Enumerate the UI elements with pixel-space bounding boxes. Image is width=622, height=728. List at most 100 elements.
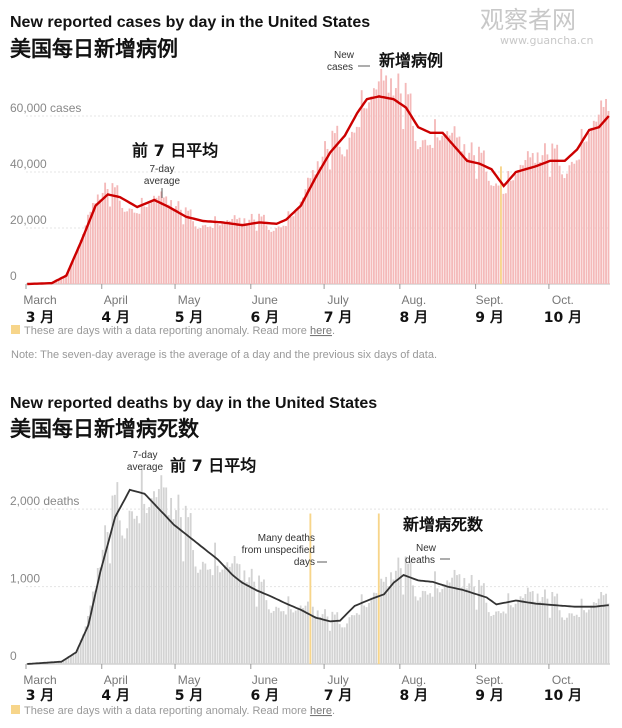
deaths-daily-bar	[245, 582, 248, 664]
cases-daily-bar	[165, 196, 168, 284]
deaths-daily-bar	[578, 617, 581, 664]
deaths-daily-bar	[67, 656, 70, 664]
deaths-daily-bar	[238, 564, 241, 664]
deaths-daily-bar	[407, 563, 410, 664]
deaths-daily-bar	[434, 571, 436, 664]
deaths-daily-bar	[155, 497, 158, 664]
deaths-daily-bar	[358, 614, 361, 664]
cases-daily-bar	[548, 176, 551, 284]
cases-x-tick-label: Aug.	[402, 293, 427, 307]
cases-chart: New reported cases by day in the United …	[10, 14, 610, 361]
deaths-daily-bar	[148, 507, 151, 664]
deaths-daily-bar	[143, 503, 146, 664]
deaths-daily-bar	[253, 581, 256, 664]
cases-daily-bar	[434, 119, 436, 284]
deaths-daily-bar	[175, 510, 177, 664]
cases-daily-bar	[375, 89, 378, 285]
deaths-new-label-cn: 新增病死数	[403, 515, 484, 534]
cases-daily-bar	[456, 137, 458, 284]
cases-daily-bar	[316, 161, 319, 284]
deaths-daily-bar	[563, 619, 566, 664]
deaths-daily-bar	[375, 593, 378, 664]
deaths-daily-bar	[333, 614, 336, 664]
cases-x-tick-label: Sept.	[476, 293, 504, 307]
deaths-daily-bar	[468, 583, 471, 664]
deaths-daily-bar	[84, 626, 87, 664]
deaths-daily-bar	[304, 605, 307, 664]
deaths-daily-bar	[292, 612, 295, 664]
deaths-daily-bar	[170, 497, 173, 664]
cases-daily-bar	[113, 187, 116, 284]
cases-daily-bar	[487, 180, 490, 284]
cases-x-tick-label-cn: 8 月	[400, 310, 429, 326]
deaths-daily-bar	[326, 616, 329, 664]
deaths-daily-bar	[55, 662, 58, 664]
deaths-anomaly-legend: These are days with a data reporting ano…	[11, 705, 335, 717]
cases-daily-bar	[490, 185, 493, 284]
cases-daily-bar	[145, 207, 148, 284]
deaths-daily-bar	[343, 627, 346, 664]
cases-x-tick-label-cn: 3 月	[26, 310, 55, 326]
cases-daily-bar	[426, 145, 429, 284]
deaths-daily-bar	[522, 597, 524, 664]
cases-daily-bar	[360, 90, 363, 284]
deaths-daily-bar	[399, 568, 402, 664]
cases-daily-bar	[583, 142, 585, 284]
deaths-x-tick-label-cn: 10 月	[544, 688, 582, 704]
cases-daily-bar	[546, 154, 549, 284]
deaths-chart-title: New reported deaths by day in the United…	[10, 395, 377, 412]
cases-daily-bar	[321, 156, 324, 284]
cases-daily-bar	[189, 209, 192, 284]
deaths-daily-bar	[456, 575, 458, 664]
deaths-daily-bar	[482, 583, 485, 664]
deaths-daily-bar	[260, 581, 263, 664]
cases-daily-bar	[319, 166, 322, 284]
deaths-daily-bar	[50, 662, 53, 664]
deaths-daily-bar	[421, 590, 424, 664]
cases-daily-bar	[544, 143, 546, 284]
cases-daily-bar	[380, 68, 383, 285]
deaths-daily-bar	[52, 662, 55, 664]
deaths-daily-bar	[338, 624, 341, 664]
cases-bars	[28, 68, 610, 285]
cases-daily-bar	[416, 149, 419, 284]
deaths-anomaly-read-more-link[interactable]: here	[310, 705, 332, 717]
deaths-daily-bar	[546, 598, 549, 664]
deaths-x-tick-label: Sept.	[476, 673, 504, 687]
deaths-daily-bar	[79, 639, 82, 664]
cases-daily-bar	[143, 206, 146, 284]
deaths-daily-bar	[121, 535, 124, 664]
deaths-new-label-line2: deaths	[405, 555, 435, 566]
deaths-daily-bar	[495, 611, 497, 664]
deaths-daily-bar	[368, 602, 370, 664]
cases-anomaly-read-more-link[interactable]: here	[310, 325, 332, 337]
deaths-daily-bar	[311, 606, 314, 664]
cases-daily-bar	[260, 216, 263, 284]
cases-daily-bar	[263, 214, 265, 284]
cases-daily-bar	[517, 170, 519, 284]
cases-daily-bar	[179, 209, 182, 284]
cases-avg-label-line2: average	[144, 176, 181, 187]
deaths-daily-bar	[231, 563, 234, 664]
cases-x-tick-label-cn: 9 月	[475, 310, 504, 326]
cases-x-tick-label-cn: 7 月	[324, 310, 353, 326]
deaths-daily-bar	[448, 582, 451, 664]
deaths-daily-bar	[270, 612, 273, 664]
deaths-daily-bar	[177, 494, 180, 664]
deaths-daily-bar	[113, 494, 116, 664]
deaths-daily-bar	[282, 611, 285, 664]
deaths-daily-bar	[365, 607, 368, 664]
deaths-daily-bar	[580, 598, 583, 664]
deaths-daily-bar	[443, 584, 446, 664]
deaths-daily-bar	[302, 607, 304, 664]
deaths-daily-bar	[182, 561, 185, 664]
cases-daily-bar	[221, 223, 224, 284]
cases-daily-bar	[324, 141, 326, 284]
deaths-daily-bar	[600, 592, 603, 664]
cases-daily-bar	[155, 197, 158, 284]
cases-daily-bar	[253, 219, 256, 284]
deaths-x-tick-label: Oct.	[552, 673, 574, 687]
cases-daily-bar	[74, 253, 77, 284]
watermark-url: www.guancha.cn	[500, 34, 593, 47]
deaths-daily-bar	[194, 566, 197, 664]
